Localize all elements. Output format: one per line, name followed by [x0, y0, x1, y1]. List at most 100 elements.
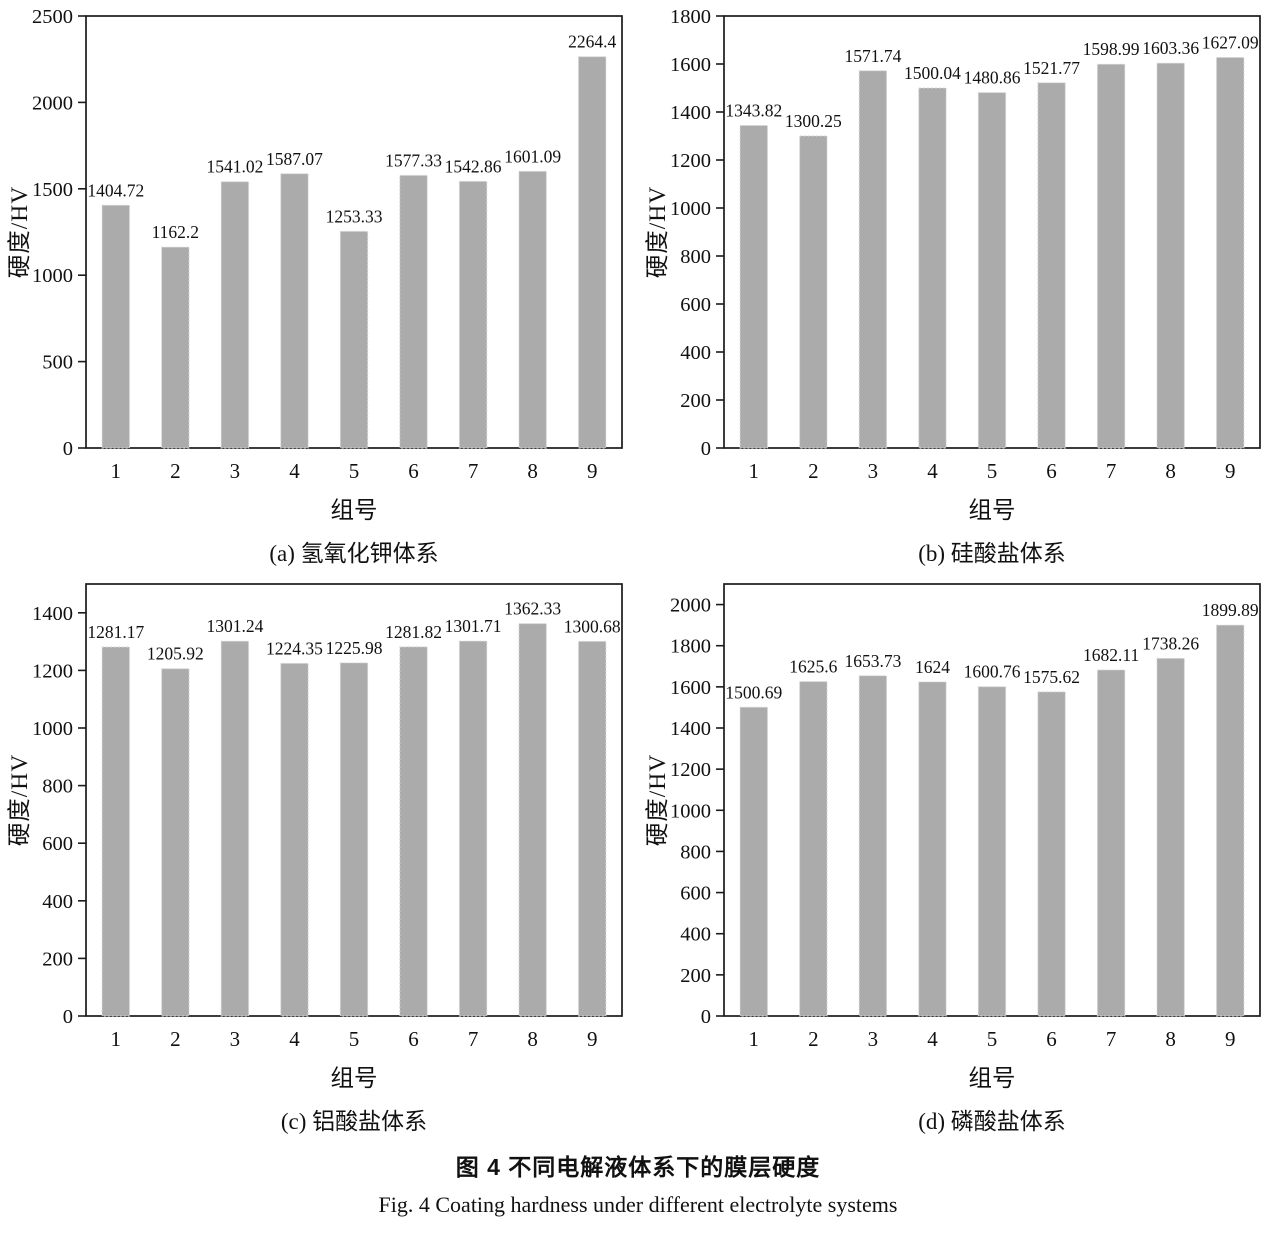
bar-value-label: 1162.2: [152, 222, 199, 242]
x-tick-label: 8: [1165, 459, 1176, 483]
bar-value-label: 1343.82: [725, 100, 782, 120]
y-axis-label: 硬度/HV: [644, 754, 671, 846]
bar: [1096, 669, 1126, 1017]
x-tick-label: 5: [349, 459, 360, 483]
y-tick-label: 1000: [32, 265, 73, 287]
y-tick-label: 1200: [670, 150, 711, 172]
bar-value-label: 1682.11: [1083, 645, 1139, 665]
x-tick-label: 1: [749, 1027, 760, 1051]
bar: [739, 706, 768, 1017]
bar-value-label: 1541.02: [206, 157, 263, 177]
figure-caption-en: Fig. 4 Coating hardness under different …: [378, 1192, 898, 1217]
y-tick-label: 1800: [670, 636, 711, 658]
x-tick-label: 2: [808, 459, 819, 483]
x-tick-label: 4: [927, 1027, 938, 1051]
bar-value-label: 1603.36: [1142, 38, 1199, 58]
y-axis-label: 硬度/HV: [6, 754, 33, 846]
y-tick-label: 800: [680, 841, 711, 863]
bar: [161, 246, 190, 449]
x-tick-label: 4: [289, 459, 300, 483]
y-tick-label: 0: [701, 438, 711, 460]
bar: [161, 668, 190, 1017]
bar-value-label: 1542.86: [445, 156, 502, 176]
bar-value-label: 1301.24: [206, 616, 263, 636]
y-tick-label: 200: [680, 965, 711, 987]
x-tick-label: 7: [468, 1027, 479, 1051]
x-tick-label: 9: [587, 1027, 598, 1051]
y-tick-label: 400: [680, 342, 711, 364]
panel-a-caption: (a) 氢氧化钾体系: [269, 541, 439, 566]
bar: [1156, 657, 1185, 1017]
bar: [1096, 63, 1126, 449]
y-tick-label: 1400: [670, 102, 711, 124]
bar-value-label: 1500.04: [904, 63, 961, 83]
bar: [858, 70, 888, 449]
x-tick-label: 2: [170, 1027, 181, 1051]
x-axis-label: 组号: [331, 1065, 378, 1092]
x-tick-label: 5: [349, 1027, 360, 1051]
bar-value-label: 2264.4: [568, 32, 616, 52]
bar-value-label: 1300.25: [785, 111, 842, 131]
bar-value-label: 1738.26: [1142, 633, 1199, 653]
x-axis-label: 组号: [969, 1065, 1016, 1092]
y-axis-label: 硬度/HV: [6, 186, 33, 278]
bar: [918, 87, 947, 449]
bar-value-label: 1225.98: [326, 638, 383, 658]
x-tick-label: 3: [868, 459, 879, 483]
bar: [1216, 56, 1245, 449]
y-tick-label: 2500: [32, 6, 73, 28]
bar-value-label: 1571.74: [844, 46, 901, 66]
y-tick-label: 800: [42, 776, 73, 798]
bar: [339, 662, 369, 1017]
y-axis-label: 硬度/HV: [644, 186, 671, 278]
y-tick-label: 1800: [670, 6, 711, 28]
bar-value-label: 1601.09: [504, 146, 561, 166]
bar: [399, 646, 428, 1017]
bar-value-label: 1653.73: [844, 651, 901, 671]
bar: [101, 204, 130, 449]
bar-value-label: 1253.33: [326, 206, 383, 226]
y-tick-label: 1000: [670, 800, 711, 822]
y-tick-label: 0: [701, 1006, 711, 1028]
bar: [918, 681, 947, 1017]
y-tick-label: 400: [680, 924, 711, 946]
x-tick-label: 6: [1046, 459, 1057, 483]
y-tick-label: 1000: [32, 718, 73, 740]
x-tick-label: 6: [408, 459, 419, 483]
x-tick-label: 4: [927, 459, 938, 483]
bar-chart-silicate: 020040060080010001200140016001800硬度/HV13…: [644, 6, 1261, 524]
y-tick-label: 1500: [32, 179, 73, 201]
bar-value-label: 1521.77: [1023, 58, 1080, 78]
charts-grid: 0 500 1000 1500 2000 2500 硬度/HV 1404.72 1 1162.2 2…: [0, 0, 1261, 1134]
bar-value-label: 1281.82: [385, 622, 442, 642]
panel-a: 0 500 1000 1500 2000 2500 硬度/HV 1404.72 1 1162.2 2…: [0, 0, 638, 568]
bar: [518, 170, 547, 449]
x-tick-label: 7: [1106, 1027, 1117, 1051]
bar: [578, 640, 607, 1017]
bar-value-label: 1577.33: [385, 150, 442, 170]
bar-value-label: 1575.62: [1023, 667, 1080, 687]
y-tick-label: 1600: [670, 677, 711, 699]
y-tick-label: 0: [63, 438, 73, 460]
bar: [1037, 82, 1066, 449]
bar-value-label: 1899.89: [1202, 600, 1259, 620]
y-tick-label: 600: [42, 833, 73, 855]
bar-value-label: 1624: [915, 657, 950, 677]
bar-value-label: 1625.6: [789, 657, 837, 677]
y-tick-label: 400: [42, 891, 73, 913]
x-tick-label: 6: [1046, 1027, 1057, 1051]
bar-value-label: 1281.17: [87, 622, 144, 642]
y-tick-label: 1600: [670, 54, 711, 76]
y-tick-label: 1200: [670, 759, 711, 781]
x-tick-label: 3: [868, 1027, 879, 1051]
x-tick-label: 7: [468, 459, 479, 483]
bar: [220, 640, 250, 1017]
x-tick-label: 9: [587, 459, 598, 483]
x-tick-label: 4: [289, 1027, 300, 1051]
y-tick-label: 600: [680, 883, 711, 905]
x-axis-label: 组号: [969, 497, 1016, 524]
x-tick-label: 9: [1225, 459, 1236, 483]
x-tick-label: 8: [527, 459, 538, 483]
bar: [518, 623, 547, 1017]
x-tick-label: 2: [170, 459, 181, 483]
